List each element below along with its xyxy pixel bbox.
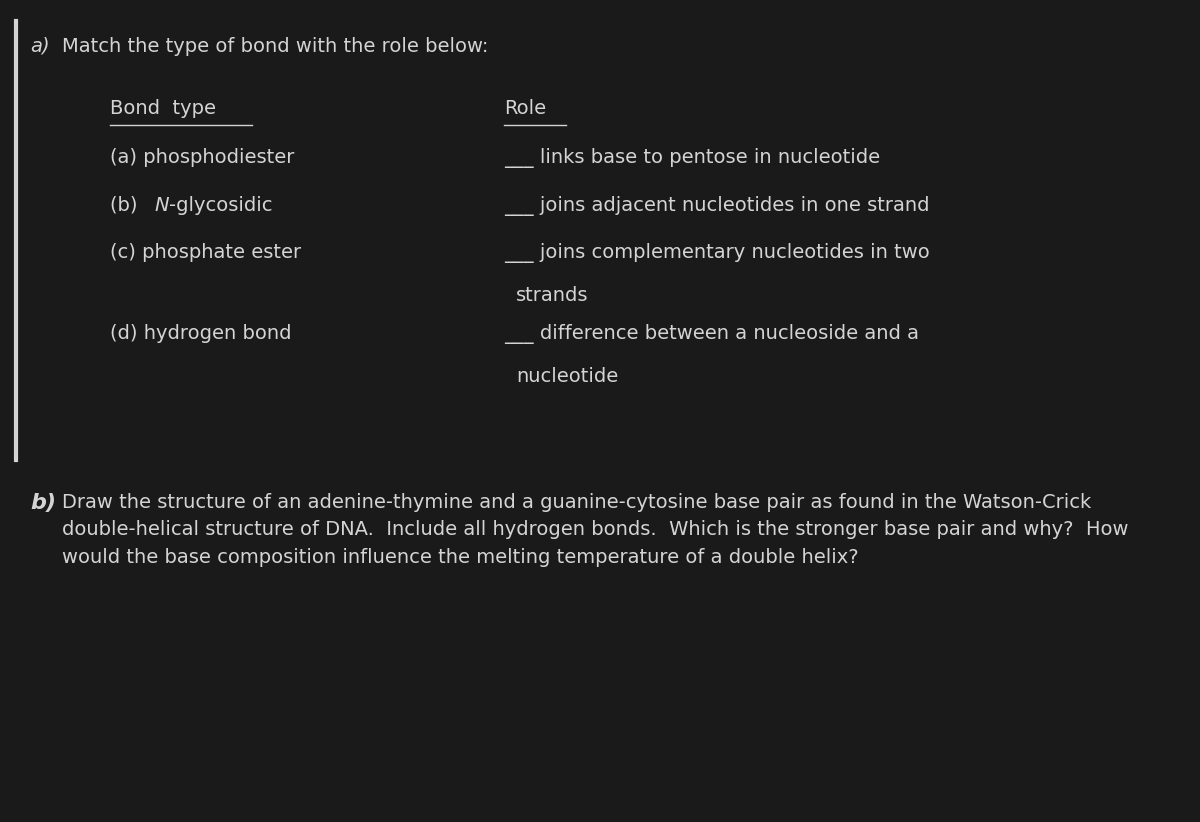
Text: (b): (b) [110, 196, 144, 215]
Text: a): a) [30, 37, 49, 56]
Text: ___ joins adjacent nucleotides in one strand: ___ joins adjacent nucleotides in one st… [504, 196, 930, 215]
Text: Bond  type: Bond type [110, 99, 216, 118]
Text: ___ difference between a nucleoside and a: ___ difference between a nucleoside and … [504, 324, 919, 344]
Text: Role: Role [504, 99, 546, 118]
Text: ___ links base to pentose in nucleotide: ___ links base to pentose in nucleotide [504, 148, 880, 168]
Text: Draw the structure of an adenine-thymine and a guanine-cytosine base pair as fou: Draw the structure of an adenine-thymine… [62, 493, 1129, 566]
Text: Match the type of bond with the role below:: Match the type of bond with the role bel… [62, 37, 488, 56]
Text: b): b) [30, 493, 56, 513]
Text: N: N [155, 196, 169, 215]
Text: -glycosidic: -glycosidic [169, 196, 272, 215]
Text: strands: strands [516, 286, 588, 305]
Text: (a) phosphodiester: (a) phosphodiester [110, 148, 295, 167]
Text: nucleotide: nucleotide [516, 367, 618, 386]
Text: ___ joins complementary nucleotides in two: ___ joins complementary nucleotides in t… [504, 243, 930, 263]
Text: (d) hydrogen bond: (d) hydrogen bond [110, 324, 292, 343]
Text: (c) phosphate ester: (c) phosphate ester [110, 243, 301, 262]
